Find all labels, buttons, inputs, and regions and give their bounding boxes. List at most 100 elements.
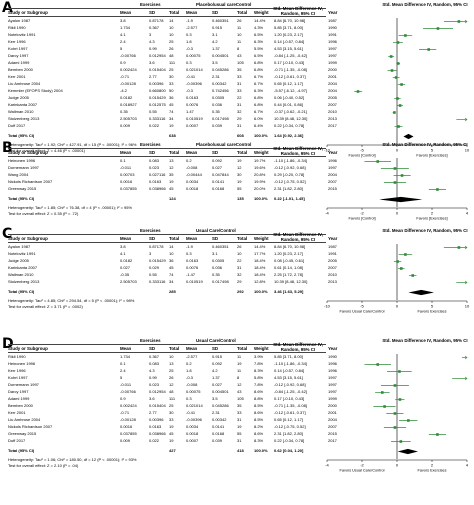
column-header: Mean: [120, 346, 132, 351]
cell: Stolzenberg 2013: [8, 116, 40, 121]
cell: -0.00766: [120, 53, 136, 58]
column-header: Weight: [254, 10, 269, 15]
cell: 30: [237, 172, 242, 177]
study-point: [398, 104, 402, 107]
panel-label: D: [2, 336, 14, 352]
cell: 0.333116: [149, 116, 166, 121]
column-header: Total: [169, 236, 180, 241]
cell: 0.0016: [120, 424, 133, 429]
cell: 0.047844: [212, 172, 229, 177]
cell: 12: [169, 165, 174, 170]
heterogeneity-note: Test for overall effect: Z = 0.35 (P = .…: [8, 210, 79, 216]
cell: 0.1: [120, 361, 126, 366]
cell: 0.010519: [186, 279, 203, 284]
cell: -0.008: [186, 165, 198, 170]
cell: 0.092: [212, 158, 223, 163]
cell: -0.71 [-1.35, -0.08]: [274, 403, 307, 408]
cell: 7.8%: [254, 382, 264, 387]
cell: 32: [237, 109, 242, 114]
cell: 74: [169, 109, 174, 114]
group-header-exercises: Exercises: [140, 142, 161, 147]
forest-header: Std. Mean Difference IV, Random, 95% CI: [382, 2, 468, 7]
cell: -0.00128: [120, 417, 136, 422]
cell: 26: [237, 18, 242, 23]
cell: 0.015429: [149, 258, 166, 263]
cell: 4.3: [149, 368, 155, 373]
study-point: [390, 69, 394, 72]
table-row: Duff 2017 0.009 0.022 19 0.0007 0.039 31 8.3% 0.…: [8, 438, 338, 445]
table-row: Nickols Richardson 2007 0.0016 0.0163 19 0.0…: [8, 179, 338, 186]
table-row: Notelovitz 1991 4.1 3 10 0.3 3.1 10 17.7% 1.20 […: [8, 251, 338, 258]
cell: 0.012954: [149, 389, 166, 394]
cell: Judge 2005: [8, 258, 29, 263]
cell: 8.6%: [254, 431, 264, 436]
cell: 0.367: [149, 354, 160, 359]
cell: 2015: [328, 186, 337, 191]
column-header: Total: [237, 10, 248, 15]
cell: 6.5%: [254, 32, 264, 37]
cell: 0.0305: [212, 258, 225, 263]
panel-label: C: [2, 226, 13, 242]
cell: 1996: [328, 368, 337, 373]
group-header-exercises: Exercises: [140, 228, 161, 233]
cell: 1.20 [0.23, 2.17]: [274, 32, 303, 37]
cell: 8.5%: [254, 403, 264, 408]
group-header-control: Placebo/usual careControl: [196, 142, 252, 147]
cell: -1.10 [-1.86, -0.34]: [274, 361, 307, 366]
cell: Kerr 1996: [8, 39, 26, 44]
table-row: Kohrt 1997 5 0.99 26 -0.3 1.37 8 5.5% 4.53 [3.15…: [8, 46, 338, 53]
study-point: [404, 253, 407, 256]
cell: Wallman 2010: [8, 272, 34, 277]
cell: 0.99: [149, 46, 157, 51]
study-point: [393, 167, 397, 170]
cell: Liu Ambrose 2004: [8, 81, 41, 86]
favors-left-label: Favors Usual Care/Control: [340, 310, 385, 314]
x-tick-label: 10: [465, 148, 470, 153]
x-tick-label: 0: [396, 148, 399, 153]
study-point: [393, 426, 397, 429]
group-header-exercises: Exercises: [140, 2, 161, 7]
cell: 3.8: [120, 244, 126, 249]
cell: 0.0018: [186, 431, 199, 436]
cell: 4.3%: [254, 25, 264, 30]
cell: 32: [237, 272, 242, 277]
column-header: Year: [328, 236, 338, 241]
total-cell: 638: [169, 133, 176, 138]
cell: 0.010519: [186, 116, 203, 121]
cell: -0.41: [186, 74, 196, 79]
column-header: Total: [237, 346, 248, 351]
cell: 105: [237, 396, 244, 401]
cell: 3: [149, 32, 152, 37]
cell: 0.00075: [186, 53, 201, 58]
cell: Kerr 1996: [8, 368, 26, 373]
cell: 31: [237, 81, 242, 86]
cell: 4.1: [120, 251, 126, 256]
cell: 4.2: [212, 39, 218, 44]
cell: 0.027116: [149, 172, 166, 177]
column-header: Study or Subgroup: [8, 236, 48, 241]
study-point: [376, 363, 380, 366]
column-header: Total: [169, 150, 180, 155]
cell: 0.009: [120, 438, 131, 443]
cell: 74: [169, 272, 174, 277]
cell: -0.00128: [120, 81, 136, 86]
study-point: [427, 48, 431, 51]
x-tick-label: -10: [324, 304, 331, 309]
cell: 1997: [328, 165, 337, 170]
cell: 3.6: [149, 396, 155, 401]
cell: Darcy 1997: [8, 53, 29, 58]
cell: 0.22 [-0.34, 0.78]: [274, 123, 305, 128]
cell: 2015: [328, 431, 337, 436]
cell: 19: [237, 179, 242, 184]
cell: 2001: [328, 74, 337, 79]
cell: 0.038966: [149, 431, 166, 436]
cell: 0.0168: [212, 186, 225, 191]
cell: 2004: [328, 81, 337, 86]
column-header: Total: [169, 346, 180, 351]
study-point: [396, 41, 400, 44]
cell: 0.039: [212, 123, 223, 128]
cell: -0.71: [120, 74, 130, 79]
total-cell: Total (95% CI): [8, 196, 35, 201]
header-rule: [8, 352, 326, 353]
cell: 8.6%: [254, 389, 264, 394]
